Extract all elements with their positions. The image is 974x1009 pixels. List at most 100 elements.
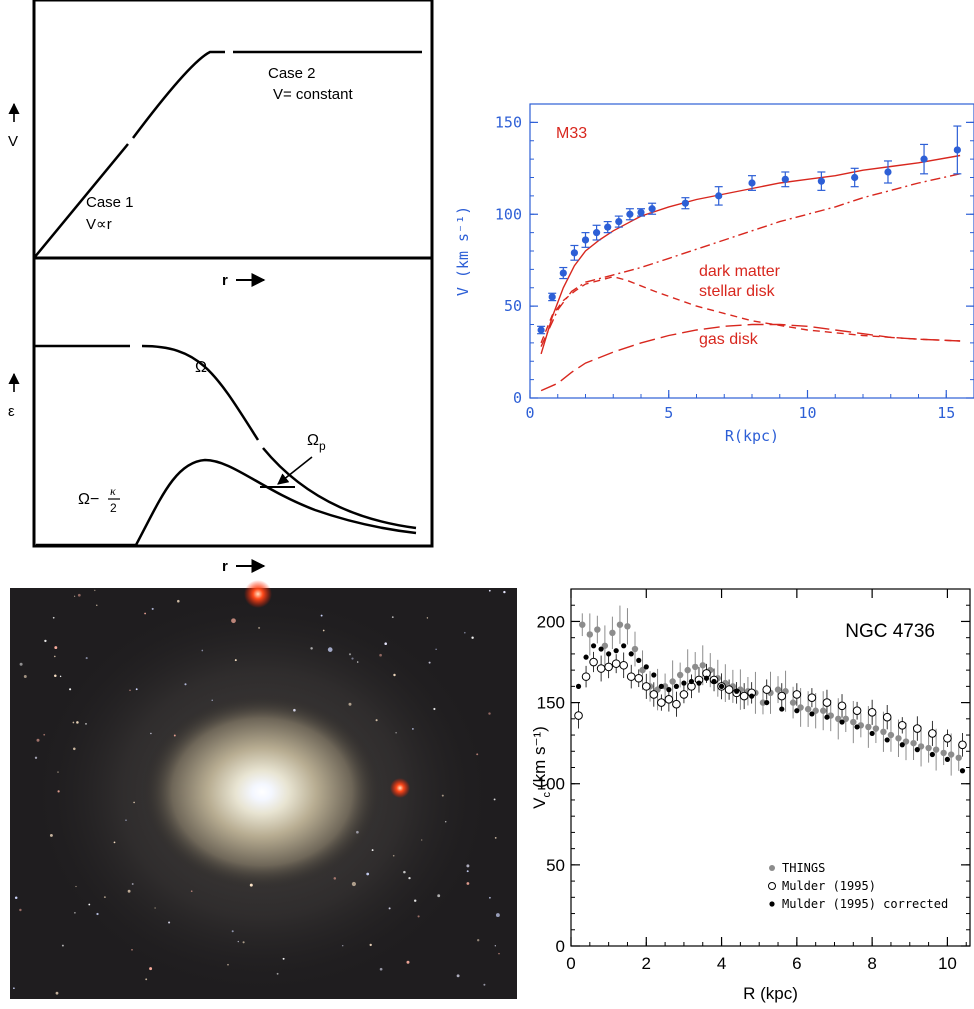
ngc-things-point [669, 678, 676, 685]
m33-data-point [715, 192, 723, 200]
m33-data-point [615, 218, 623, 226]
ngc-things-point [631, 645, 639, 653]
star [34, 756, 38, 759]
star [184, 683, 187, 686]
star [133, 801, 135, 804]
ngc-mulder-point [943, 733, 952, 743]
ngc-things-point [880, 728, 887, 735]
star [498, 952, 500, 955]
ngc-things-point [661, 683, 669, 690]
ngc-ylabel-sub: c [541, 792, 553, 798]
star [127, 889, 131, 893]
star [384, 642, 387, 645]
ngc-mulder-point [619, 660, 628, 670]
m33-data-point [604, 223, 612, 231]
m33-data-point [884, 168, 892, 176]
star [327, 647, 333, 652]
star [441, 794, 444, 797]
ngc-corrected-point [681, 680, 687, 686]
star [249, 883, 253, 887]
ngc-xlabel: R (kpc) [743, 984, 798, 1003]
ngc-corrected-point [839, 719, 845, 725]
ngc-mulder-point [679, 690, 689, 699]
ngc-corrected-point [929, 751, 935, 758]
red-star-right [390, 778, 410, 798]
star [144, 612, 146, 615]
star [19, 662, 23, 666]
omega-minus-kappa-label: Ω− [78, 491, 99, 508]
m33-data-point [637, 208, 645, 217]
star [150, 732, 152, 735]
star [13, 987, 15, 990]
m33-ytick-label: 50 [504, 297, 522, 315]
star [14, 896, 18, 900]
star [57, 771, 59, 773]
m33-title: M33 [556, 125, 587, 142]
ngc-mulder-point [837, 701, 847, 711]
case1-line-upper [132, 50, 225, 139]
ngc-xtick-label: 4 [717, 954, 726, 973]
star [348, 702, 352, 706]
ngc-things-point [865, 723, 872, 731]
m33-annotation: gas disk [699, 331, 759, 348]
ngc-corrected-point [703, 675, 710, 681]
ngc-things-point [759, 699, 767, 706]
ngc-things-point [586, 631, 594, 638]
m33-curve-dark-matter [540, 173, 961, 347]
ngc-corrected-point [688, 678, 695, 685]
r-axis-label-top: r [222, 272, 228, 289]
ngc-mulder-point [777, 691, 787, 701]
ngc-mulder-point [852, 706, 862, 716]
omega-curve-right [262, 447, 417, 530]
star [494, 945, 496, 947]
m33-data-point [920, 155, 928, 163]
star [351, 881, 356, 887]
ngc-things-point [812, 707, 819, 714]
m33-ytick-label: 0 [513, 389, 522, 407]
ngc-corrected-point [734, 688, 740, 694]
ngc-mulder-point [634, 673, 644, 683]
star [57, 790, 60, 793]
ngc-corrected-point [590, 643, 597, 649]
ngc-mulder-point [611, 659, 621, 668]
red-star-top [244, 580, 272, 608]
omega-curve-mid [141, 344, 260, 441]
ngc-mulder-point [762, 685, 772, 694]
star [96, 604, 98, 606]
star [201, 649, 204, 652]
star [488, 589, 491, 592]
star [426, 617, 429, 619]
omega-p-pointer [277, 456, 313, 485]
star [476, 753, 479, 756]
star [495, 913, 500, 918]
case1-label-line1: Case 1 [86, 194, 134, 211]
ngc-corrected-point [666, 687, 672, 693]
ngc-mulder-point [739, 691, 749, 701]
ngc-legend-marker-things [769, 865, 775, 871]
star [417, 915, 420, 918]
m33-annotation: stellar disk [699, 283, 776, 300]
ngc-things-point [579, 621, 586, 628]
ngc-things-point [676, 671, 684, 679]
star [52, 616, 55, 619]
ngc-corrected-point [628, 651, 634, 657]
star [211, 699, 213, 701]
ngc-things-point [955, 754, 962, 761]
ngc-corrected-point [583, 654, 589, 660]
m33-xlabel: R(kpc) [725, 427, 779, 445]
star [375, 719, 378, 722]
star [379, 967, 383, 971]
ngc-corrected-point [696, 680, 702, 686]
ngc-mulder-point [649, 690, 659, 699]
star [74, 911, 76, 914]
star [369, 943, 372, 947]
m33-plot-frame [529, 103, 974, 399]
ngc-corrected-point [824, 714, 830, 720]
star [73, 595, 76, 597]
ngc-corrected-point [636, 657, 642, 664]
star [466, 882, 470, 885]
m33-curve-gas-disk [540, 323, 961, 392]
ngc-things-point [850, 718, 857, 726]
